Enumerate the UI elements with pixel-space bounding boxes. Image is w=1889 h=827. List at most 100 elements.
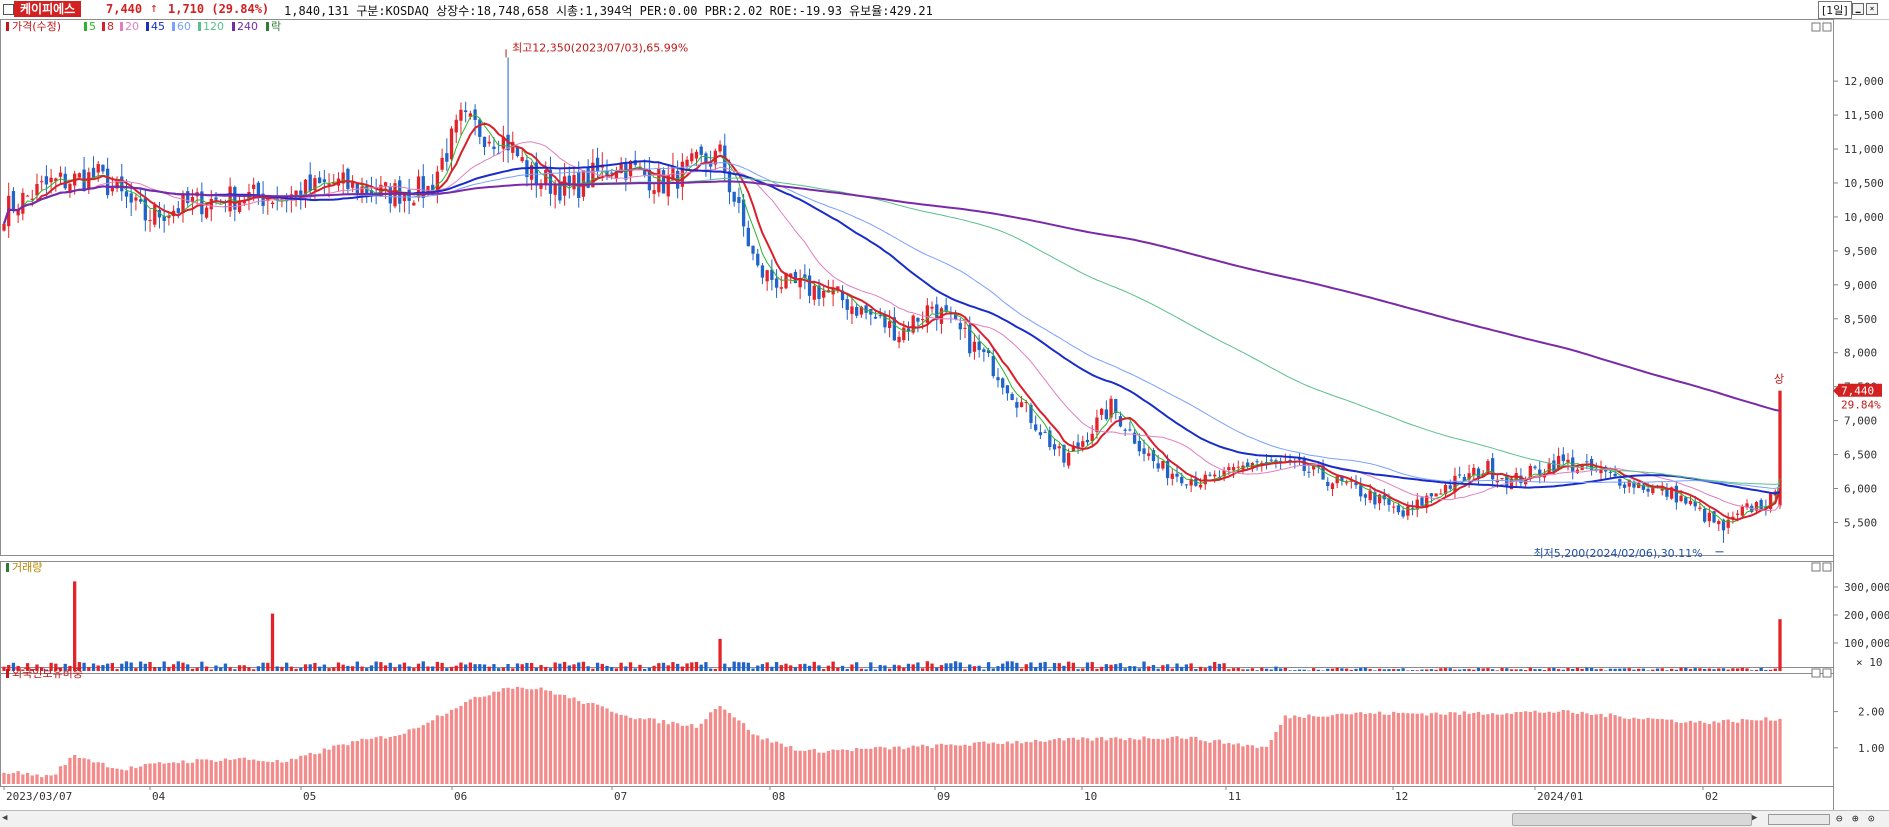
- volume-bar: [954, 661, 957, 671]
- zoom-slider[interactable]: [1768, 814, 1830, 825]
- scroll-right-icon[interactable]: ▶: [1752, 813, 1762, 824]
- foreign-tick-label: 1.00: [1858, 742, 1885, 755]
- volume-bar: [195, 668, 198, 671]
- zoom-in-icon[interactable]: ⊕: [1852, 812, 1859, 825]
- candle-body: [1623, 484, 1626, 487]
- legend-ma-label: 60: [177, 20, 191, 33]
- zoom-reset-icon[interactable]: ⊙: [1868, 812, 1875, 825]
- foreign-bar: [1778, 719, 1781, 784]
- foreign-bar: [285, 762, 288, 784]
- scroll-thumb[interactable]: [1512, 813, 1752, 826]
- zoom-out-icon[interactable]: ⊖: [1836, 812, 1843, 825]
- foreign-bar: [1741, 719, 1744, 784]
- volume-bar: [431, 666, 434, 671]
- volume-bar: [855, 662, 858, 671]
- minimize-icon[interactable]: ▁: [1852, 3, 1864, 15]
- candle-body: [1067, 453, 1070, 466]
- chart-scrollbar[interactable]: ◀ ▶ ⊖ ⊕ ⊙: [0, 810, 1889, 827]
- foreign-bar: [1491, 713, 1494, 784]
- price-tick-label: 11,500: [1844, 109, 1884, 122]
- volume-bar: [563, 662, 566, 671]
- foreign-bar: [1543, 713, 1546, 784]
- stock-chart[interactable]: 12,00011,50011,00010,50010,0009,5009,000…: [0, 19, 1889, 810]
- foreign-bar: [101, 763, 104, 784]
- legend-ma-label: 120: [203, 20, 224, 33]
- last-price-label: 7,440: [1841, 385, 1874, 398]
- candle-body: [1524, 480, 1527, 484]
- foreign-bar: [224, 759, 227, 784]
- volume-bar: [148, 662, 151, 671]
- foreign-bar: [469, 699, 472, 784]
- x-tick-label: 10: [1084, 790, 1097, 803]
- volume-bar: [346, 666, 349, 671]
- volume-bar: [342, 665, 345, 671]
- candle-body: [1255, 461, 1258, 462]
- volume-bar: [1515, 669, 1518, 671]
- volume-bar: [384, 665, 387, 671]
- volume-bar: [488, 667, 491, 671]
- candle-body: [690, 153, 693, 161]
- foreign-bar: [1623, 719, 1626, 784]
- foreign-bar: [497, 692, 500, 784]
- volume-bar: [591, 669, 594, 671]
- candle-body: [521, 157, 524, 161]
- foreign-bar: [1359, 712, 1362, 784]
- foreign-bar: [1321, 717, 1324, 784]
- panel-max-icon: [1812, 669, 1820, 677]
- candle-body: [1142, 448, 1145, 453]
- foreign-bar: [73, 755, 76, 784]
- foreign-bar: [1463, 711, 1466, 784]
- foreign-bar: [1529, 712, 1532, 784]
- volume-bar: [1425, 669, 1428, 671]
- candle-body: [1364, 494, 1367, 497]
- volume-bar: [945, 663, 948, 671]
- volume-bar: [1208, 666, 1211, 671]
- volume-bar: [681, 666, 684, 671]
- volume-bar: [511, 668, 514, 671]
- candle-body: [1562, 454, 1565, 461]
- volume-bar: [398, 664, 401, 671]
- volume-bar: [1397, 669, 1400, 671]
- candle-body: [21, 193, 24, 214]
- candle-body: [813, 286, 816, 300]
- foreign-bar: [1072, 738, 1075, 784]
- foreign-bar: [68, 758, 71, 784]
- volume-bar: [1609, 669, 1612, 671]
- scroll-left-icon[interactable]: ◀: [2, 813, 12, 824]
- candle-body: [1171, 474, 1174, 479]
- select-checkbox[interactable]: [3, 4, 14, 15]
- volume-bar: [1157, 669, 1160, 671]
- high-annotation: 최고12,350(2023/07/03),65.99%: [512, 41, 688, 54]
- period-selector[interactable]: [1일]: [1818, 1, 1852, 19]
- volume-bar: [1025, 664, 1028, 671]
- foreign-bar: [205, 759, 208, 784]
- candle-body: [1001, 378, 1004, 387]
- price-tick-label: 12,000: [1844, 75, 1884, 88]
- volume-bar: [1500, 668, 1503, 671]
- legend-marker: [102, 22, 105, 31]
- volume-bar: [1477, 668, 1480, 671]
- volume-bar: [1326, 669, 1329, 671]
- candle-body: [1043, 432, 1046, 433]
- foreign-bar: [167, 763, 170, 784]
- close-icon[interactable]: ×: [1866, 3, 1878, 15]
- volume-bar: [850, 664, 853, 671]
- volume-bar: [130, 663, 133, 671]
- volume-bar: [963, 669, 966, 671]
- foreign-bar: [153, 763, 156, 784]
- foreign-bar: [1712, 721, 1715, 784]
- foreign-bar: [827, 751, 830, 784]
- candle-body: [822, 291, 825, 298]
- foreign-bar: [1745, 719, 1748, 784]
- foreign-bar: [1199, 740, 1202, 784]
- foreign-bar: [615, 713, 618, 784]
- stock-name[interactable]: 케이피에스: [14, 1, 81, 17]
- volume-bar: [897, 665, 900, 671]
- volume-bar: [1001, 664, 1004, 671]
- foreign-bar: [1373, 714, 1376, 784]
- foreign-bar: [1486, 714, 1489, 784]
- candle-body: [761, 265, 764, 277]
- volume-bar: [101, 665, 104, 671]
- legend-marker: [6, 563, 9, 572]
- foreign-bar: [384, 738, 387, 784]
